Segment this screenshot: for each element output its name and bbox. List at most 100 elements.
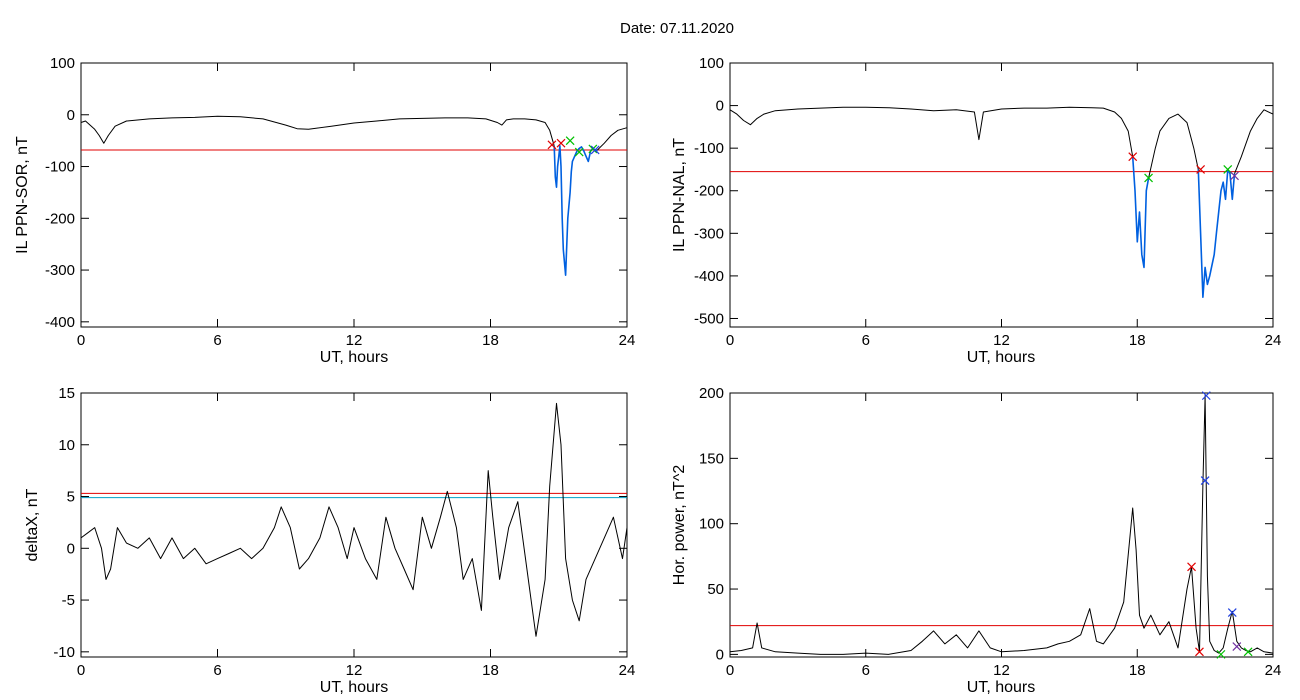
cross-stroke [1216, 649, 1226, 659]
plot-marks: 0 6 12 18 24 100 0 -100 -200 -300 -400 [45, 55, 635, 349]
x-tick-label: 18 [482, 662, 499, 679]
y-tick-label: 0 [716, 646, 724, 663]
series-line [729, 395, 1274, 655]
cross-marker [1128, 152, 1138, 162]
x-tick-label: 6 [213, 332, 221, 349]
x-axis-label: UT, hours [320, 679, 388, 696]
cross-marker [1195, 647, 1204, 657]
cross-stroke [565, 136, 575, 146]
panel-sor: UT, hours IL PPN-SOR, nT 0 6 12 18 24 100 0 -10… [14, 55, 635, 366]
cross-stroke [1223, 165, 1233, 174]
y-tick-label: 0 [716, 98, 724, 115]
cross-marker [556, 138, 566, 148]
cross-marker [590, 145, 600, 155]
y-tick-label: -5 [62, 592, 75, 609]
y-axis-label: Hor. power, nT^2 [671, 465, 688, 586]
x-tick-label: 0 [726, 662, 734, 679]
x-tick-label: 0 [77, 662, 85, 679]
cross-marker [1227, 608, 1237, 617]
y-tick-label: 100 [50, 55, 75, 72]
cross-stroke [1128, 152, 1138, 162]
y-tick-label: 100 [699, 516, 724, 533]
cross-marker [1200, 476, 1210, 485]
x-tick-label: 6 [862, 332, 870, 349]
y-tick-label: -10 [53, 644, 75, 661]
x-tick-label: 24 [619, 662, 636, 679]
y-tick-label: 150 [699, 450, 724, 467]
cross-stroke [1144, 173, 1153, 183]
cross-stroke [574, 147, 584, 157]
panel-nal: UT, hours IL PPN-NAL, nT 0 6 12 18 24 100 0 -10… [671, 55, 1281, 366]
y-tick-label: -400 [45, 314, 75, 331]
x-tick-label: 24 [1265, 662, 1282, 679]
x-axis-label: UT, hours [320, 349, 388, 366]
x-axis-label: UT, hours [967, 349, 1035, 366]
cross-marker [1232, 642, 1242, 651]
cross-marker [565, 136, 575, 146]
cross-stroke [556, 138, 566, 148]
cross-stroke [1200, 476, 1210, 485]
cross-stroke [1230, 171, 1239, 181]
plot-marks: 0 6 12 18 24 200 150 100 50 0 [699, 385, 1281, 679]
y-tick-label: -300 [694, 225, 724, 242]
cross-marker [547, 140, 557, 150]
y-tick-label: -400 [694, 268, 724, 285]
series-line [597, 127, 628, 151]
cross-marker [588, 144, 598, 154]
y-tick-label: -500 [694, 310, 724, 327]
y-tick-label: -300 [45, 262, 75, 279]
cross-stroke [1187, 562, 1196, 572]
cross-marker [1201, 391, 1211, 401]
y-tick-label: 200 [699, 385, 724, 402]
y-tick-label: -200 [694, 183, 724, 200]
y-axis-label: deltaX, nT [24, 488, 41, 561]
x-tick-label: 24 [1265, 332, 1282, 349]
x-tick-label: 18 [1129, 662, 1146, 679]
series-line [1234, 109, 1274, 174]
cross-marker [1196, 165, 1206, 174]
cross-stroke [1243, 647, 1253, 657]
y-tick-label: -100 [45, 159, 75, 176]
panel-deltax: UT, hours deltaX, nT 0 6 12 18 24 15 10 5 0 -5 -10 [24, 385, 635, 696]
cross-stroke [547, 140, 557, 150]
cross-stroke [1232, 642, 1242, 651]
cross-stroke [590, 145, 600, 155]
y-tick-label: 10 [58, 437, 75, 454]
x-tick-label: 18 [1129, 332, 1146, 349]
cross-stroke [1196, 165, 1206, 174]
y-tick-label: 50 [707, 581, 724, 598]
x-tick-label: 18 [482, 332, 499, 349]
x-tick-label: 12 [346, 662, 363, 679]
x-tick-label: 24 [619, 332, 636, 349]
series-line-highlight [553, 145, 598, 277]
y-tick-label: 100 [699, 55, 724, 72]
y-tick-label: -200 [45, 210, 75, 227]
cross-marker [1243, 647, 1253, 657]
figure-title: Date: 07.11.2020 [620, 20, 734, 37]
series-line-highlight [1197, 168, 1236, 299]
y-axis-label: IL PPN-NAL, nT [671, 138, 688, 252]
cross-stroke [588, 144, 598, 154]
series-line-highlight [1131, 156, 1150, 269]
x-tick-label: 0 [726, 332, 734, 349]
y-tick-label: 5 [67, 489, 75, 506]
x-tick-label: 12 [993, 332, 1010, 349]
series-line [80, 115, 555, 146]
plot-frame [729, 392, 1274, 658]
y-tick-label: 15 [58, 385, 75, 402]
cross-marker [1144, 173, 1153, 183]
series-line [729, 106, 1134, 157]
y-axis-label: IL PPN-SOR, nT [14, 136, 31, 254]
series-line [1148, 113, 1199, 179]
cross-marker [1216, 649, 1226, 659]
plot-frame [80, 392, 628, 658]
plot-frame [80, 62, 628, 328]
plot-frame [729, 62, 1274, 328]
x-axis-label: UT, hours [967, 679, 1035, 696]
y-tick-label: 0 [67, 107, 75, 124]
cross-marker [1230, 171, 1239, 181]
y-tick-label: 0 [67, 540, 75, 557]
y-tick-label: -100 [694, 140, 724, 157]
cross-marker [574, 147, 584, 157]
